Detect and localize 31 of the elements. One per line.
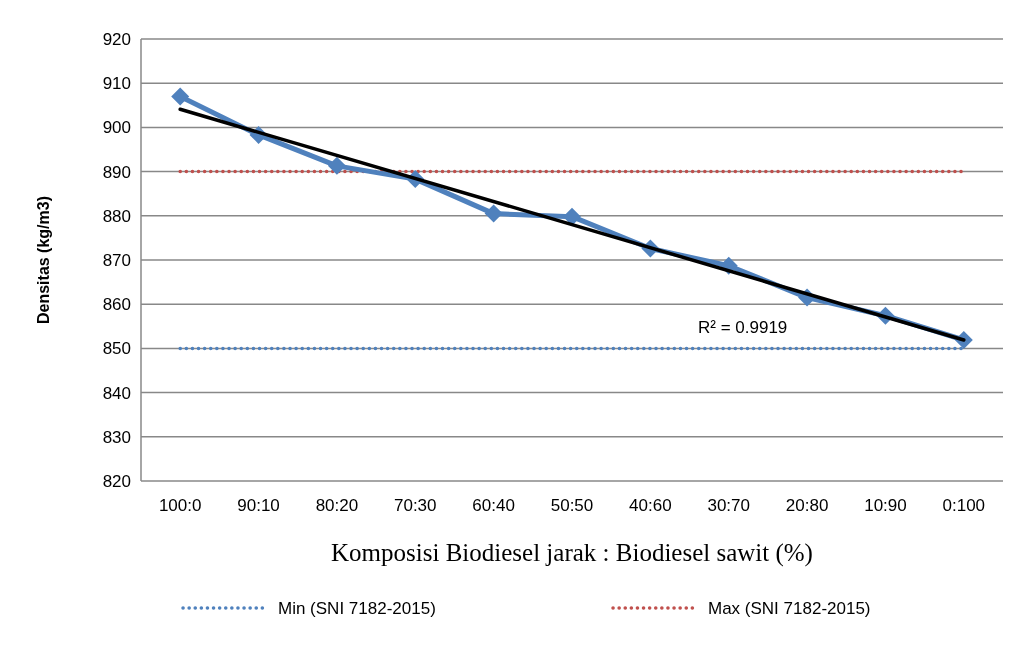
y-tick-label: 860	[102, 295, 131, 315]
point	[171, 87, 190, 106]
x-tick-label: 40:60	[629, 496, 672, 515]
point	[327, 156, 346, 175]
y-tick-label: 910	[102, 74, 131, 94]
x-tick-label: 20:80	[785, 496, 829, 515]
y-tick-label: 840	[102, 383, 131, 403]
legend-label: Max (SNI 7182-2015)	[708, 598, 871, 618]
legend-label: Min (SNI 7182-2015)	[278, 598, 436, 618]
y-axis-title: Densitas (kg/m3)	[35, 195, 52, 325]
y-tick-label: 850	[102, 339, 131, 359]
x-tick-label: 50:50	[550, 496, 594, 515]
y-tick-label: 890	[102, 162, 131, 182]
x-axis-title: Komposisi Biodiesel jarak : Biodiesel sawit (%)	[331, 539, 813, 567]
x-tick-label: 70:30	[394, 496, 437, 515]
y-tick-label: 870	[102, 250, 131, 270]
x-tick-label: 10:90	[864, 496, 907, 515]
x-tick-label: 30:70	[707, 496, 750, 515]
x-tick-label: 60:40	[472, 496, 515, 515]
annotation: R² = 0.9919	[698, 318, 788, 337]
y-tick-label: 880	[102, 206, 131, 226]
point	[484, 204, 503, 223]
y-tick-label: 820	[102, 471, 131, 491]
x-tick-label: 90:10	[237, 496, 280, 515]
x-tick-label: 0:100	[942, 496, 986, 515]
x-tick-label: 100:0	[158, 496, 202, 515]
y-tick-label: 920	[102, 29, 131, 49]
y-tick-label: 900	[102, 118, 131, 138]
y-tick-label: 830	[102, 427, 131, 447]
point	[563, 207, 581, 226]
x-tick-label: 80:20	[315, 496, 359, 515]
